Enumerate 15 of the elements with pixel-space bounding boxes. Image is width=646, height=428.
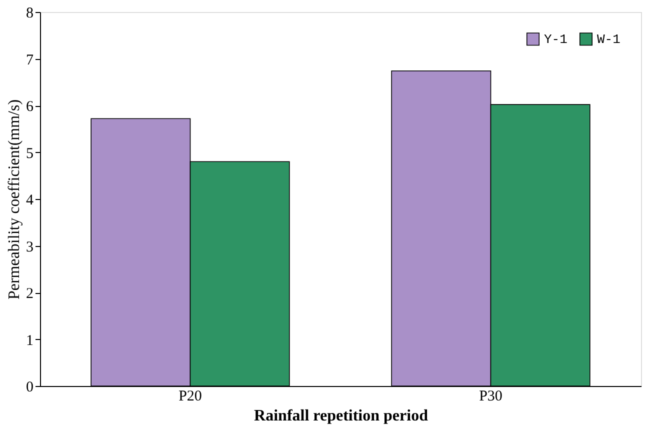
y-tick-label: 0	[26, 380, 34, 396]
legend-label: W-1	[597, 32, 621, 48]
y-tick-label: 8	[26, 6, 34, 22]
x-axis-title: Rainfall repetition period	[254, 408, 428, 424]
y-tick-label: 7	[26, 52, 34, 68]
y-tick-label: 5	[26, 146, 34, 162]
x-tick-label: P20	[178, 388, 202, 404]
y-tick-label: 3	[26, 239, 34, 256]
x-tick-label: P30	[479, 388, 502, 404]
legend-label: Y-1	[544, 32, 568, 48]
y-tick-label: 4	[26, 192, 34, 208]
y-tick-label: 2	[26, 286, 34, 302]
y-axis-title: Permeability coefficient(mm/s)	[6, 99, 23, 300]
y-tick-label: 6	[26, 99, 34, 115]
y-tick-label: 1	[26, 332, 34, 349]
